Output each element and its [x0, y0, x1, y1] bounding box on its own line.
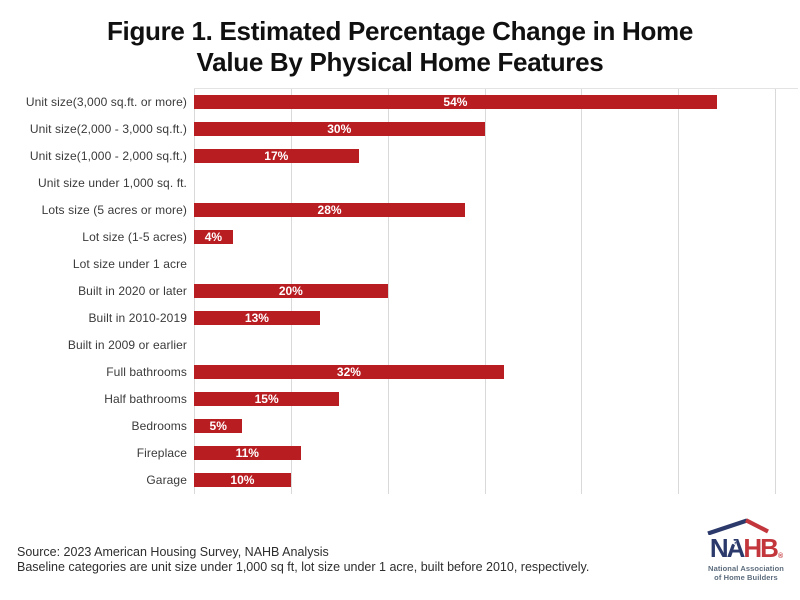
bar-value-label: 20%	[278, 283, 303, 298]
bar: 32%	[194, 364, 504, 379]
bar-track	[194, 257, 800, 271]
category-label: Unit size(1,000 - 2,000 sq.ft.)	[29, 148, 187, 163]
category-label: Built in 2020 or later	[78, 283, 187, 298]
chart-row: Unit size under 1,000 sq. ft.	[0, 169, 800, 196]
nahb-subtext-line-1: National Association	[708, 564, 784, 573]
chart-row: Bedrooms 5%	[0, 412, 800, 439]
bar-track: 11%	[194, 445, 800, 460]
category-label: Full bathrooms	[106, 364, 187, 379]
bar: 15%	[194, 391, 340, 406]
chart-row: Unit size(3,000 sq.ft. or more) 54%	[0, 88, 800, 115]
star-icon: ★	[728, 537, 737, 547]
category-label: Built in 2009 or earlier	[67, 337, 187, 352]
bar-value-label: 15%	[254, 391, 279, 406]
chart-row: Built in 2010-2019 13%	[0, 304, 800, 331]
category-label: Garage	[146, 472, 187, 487]
roof-icon	[707, 518, 769, 535]
gridline	[388, 89, 389, 494]
nahb-wordmark: NAHB® ★	[709, 533, 784, 563]
chart-row: Fireplace 11%	[0, 439, 800, 466]
bar-value-label: 13%	[244, 310, 269, 325]
chart-row: Lots size (5 acres or more) 28%	[0, 196, 800, 223]
bar-track: 32%	[194, 364, 800, 379]
gridline	[678, 89, 679, 494]
bar-track	[194, 338, 800, 352]
roof-left-slope	[707, 518, 748, 535]
bar-track: 30%	[194, 121, 800, 136]
nahb-subtext: National Association of Home Builders	[700, 564, 792, 582]
bar-value-label: 5%	[209, 418, 227, 433]
gridline	[775, 89, 776, 494]
title-line-1: Figure 1. Estimated Percentage Change in…	[106, 16, 694, 46]
bar-track: 17%	[194, 148, 800, 163]
gridline	[581, 89, 582, 494]
registered-trademark-icon: ®	[777, 553, 784, 560]
bar-track: 15%	[194, 391, 800, 406]
nahb-letters-hb: HB	[743, 533, 779, 563]
bar: 11%	[194, 445, 301, 460]
chart-row: Built in 2009 or earlier	[0, 331, 800, 358]
bar-value-label: 54%	[443, 94, 468, 109]
chart-row: Lot size (1-5 acres) 4%	[0, 223, 800, 250]
category-label: Built in 2010-2019	[88, 310, 187, 325]
bar-value-label: 30%	[327, 121, 352, 136]
chart-row: Unit size(2,000 - 3,000 sq.ft.) 30%	[0, 115, 800, 142]
category-label: Half bathrooms	[104, 391, 187, 406]
category-label: Lots size (5 acres or more)	[41, 202, 187, 217]
nahb-letters-na: NA	[709, 533, 746, 563]
bar: 30%	[194, 121, 485, 136]
nahb-subtext-line-2: of Home Builders	[714, 573, 778, 582]
category-label: Unit size under 1,000 sq. ft.	[38, 175, 187, 190]
page-title: Figure 1. Estimated Percentage Change in…	[0, 16, 800, 78]
category-label: Unit size(3,000 sq.ft. or more)	[25, 94, 187, 109]
bar: 13%	[194, 310, 320, 325]
bar-track: 28%	[194, 202, 800, 217]
roof-right-slope	[745, 518, 769, 534]
bar-value-label: 10%	[230, 472, 255, 487]
bar-value-label: 17%	[264, 148, 289, 163]
baseline-note: Baseline categories are unit size under …	[17, 560, 590, 574]
chart-row: Garage 10%	[0, 466, 800, 493]
category-label: Unit size(2,000 - 3,000 sq.ft.)	[29, 121, 187, 136]
chart-row: Half bathrooms 15%	[0, 385, 800, 412]
category-label: Bedrooms	[131, 418, 187, 433]
category-label: Lot size under 1 acre	[72, 256, 187, 271]
chart-row: Unit size(1,000 - 2,000 sq.ft.) 17%	[0, 142, 800, 169]
bar: 17%	[194, 148, 359, 163]
bar: 54%	[194, 94, 717, 109]
chart-rows: Unit size(3,000 sq.ft. or more) 54% Unit…	[0, 88, 800, 493]
chart-row: Lot size under 1 acre	[0, 250, 800, 277]
category-label: Fireplace	[136, 445, 187, 460]
bar-track: 54%	[194, 94, 800, 109]
bar-track	[194, 176, 800, 190]
nahb-logo: NAHB® ★ National Association of Home Bui…	[700, 517, 792, 582]
bar-track: 20%	[194, 283, 800, 298]
category-label: Lot size (1-5 acres)	[82, 229, 187, 244]
bar-value-label: 32%	[336, 364, 361, 379]
bar-track: 10%	[194, 472, 800, 487]
bar-value-label: 28%	[317, 202, 342, 217]
bar: 4%	[194, 229, 233, 244]
bar: 20%	[194, 283, 388, 298]
footer-notes: Source: 2023 American Housing Survey, NA…	[17, 545, 589, 575]
bar-value-label: 4%	[204, 229, 223, 244]
bar-track: 4%	[194, 229, 800, 244]
title-line-2: Value By Physical Home Features	[196, 47, 604, 77]
bar-track: 5%	[194, 418, 800, 433]
bar: 10%	[194, 472, 291, 487]
chart-row: Built in 2020 or later 20%	[0, 277, 800, 304]
gridline	[485, 89, 486, 494]
bar: 5%	[194, 418, 243, 433]
source-note: Source: 2023 American Housing Survey, NA…	[17, 545, 329, 559]
bar-track: 13%	[194, 310, 800, 325]
bar-value-label: 11%	[235, 445, 259, 460]
chart-row: Full bathrooms 32%	[0, 358, 800, 385]
bar: 28%	[194, 202, 466, 217]
